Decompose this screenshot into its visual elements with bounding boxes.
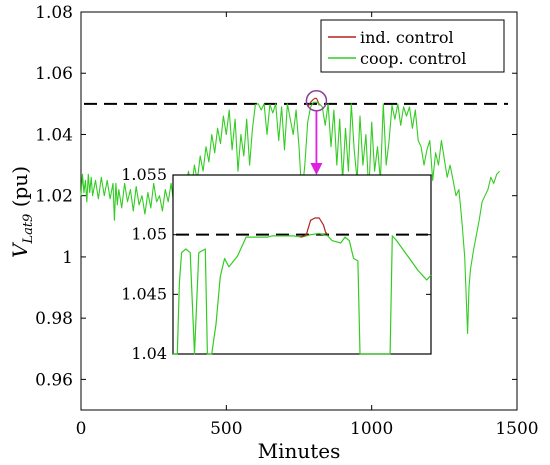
- inset-series-group: [173, 217, 432, 355]
- y-axis-label-unit: (pu): [8, 166, 32, 207]
- y-axis-label-text: VLat9 (pu): [8, 166, 36, 258]
- x-axis-label: Minutes: [258, 439, 341, 463]
- main-series-group: [80, 97, 501, 335]
- main-x-ticks: 0 500 1000 1500: [76, 12, 539, 439]
- inset-y-tick-label: 1.045: [121, 284, 167, 303]
- x-tick-label: 1500: [495, 419, 538, 439]
- main-y-ticks: 0.96 0.98 1 1.02 1.04 1.06 1.08: [35, 3, 517, 390]
- y-tick-label: 0.96: [35, 370, 73, 390]
- inset-y-tick-label: 1.04: [131, 344, 167, 363]
- inset-series-line-coop-control: [173, 232, 432, 355]
- y-tick-label: 1.06: [35, 64, 73, 84]
- legend: ind. control coop. control: [320, 19, 505, 73]
- x-tick-label: 500: [210, 419, 242, 439]
- y-axis-label: VLat9 (pu): [8, 166, 36, 258]
- y-tick-label: 1: [62, 248, 73, 268]
- y-axis-label-main: V: [8, 241, 32, 258]
- zoom-arrowhead: [310, 163, 323, 175]
- inset-y-ticks: 1.04 1.045 1.05 1.055: [121, 165, 431, 363]
- legend-box: [320, 19, 505, 73]
- legend-label-ind-control: ind. control: [360, 28, 454, 47]
- y-tick-label: 0.98: [35, 309, 73, 329]
- y-tick-label: 1.08: [35, 3, 73, 23]
- inset-y-tick-label: 1.055: [121, 165, 167, 184]
- inset-plot: 1.04 1.045 1.05 1.055: [121, 165, 432, 363]
- y-tick-label: 1.02: [35, 187, 73, 207]
- inset-y-tick-label: 1.05: [131, 225, 167, 244]
- series-line-ind-control: [307, 97, 320, 108]
- y-axis-label-sub: Lat9: [21, 214, 36, 245]
- x-tick-label: 0: [76, 419, 87, 439]
- x-tick-label: 1000: [350, 419, 393, 439]
- y-tick-label: 1.04: [35, 125, 73, 145]
- series-line-coop-control: [80, 101, 501, 335]
- inset-series-line-ind-control: [299, 217, 329, 238]
- legend-label-coop-control: coop. control: [360, 49, 466, 68]
